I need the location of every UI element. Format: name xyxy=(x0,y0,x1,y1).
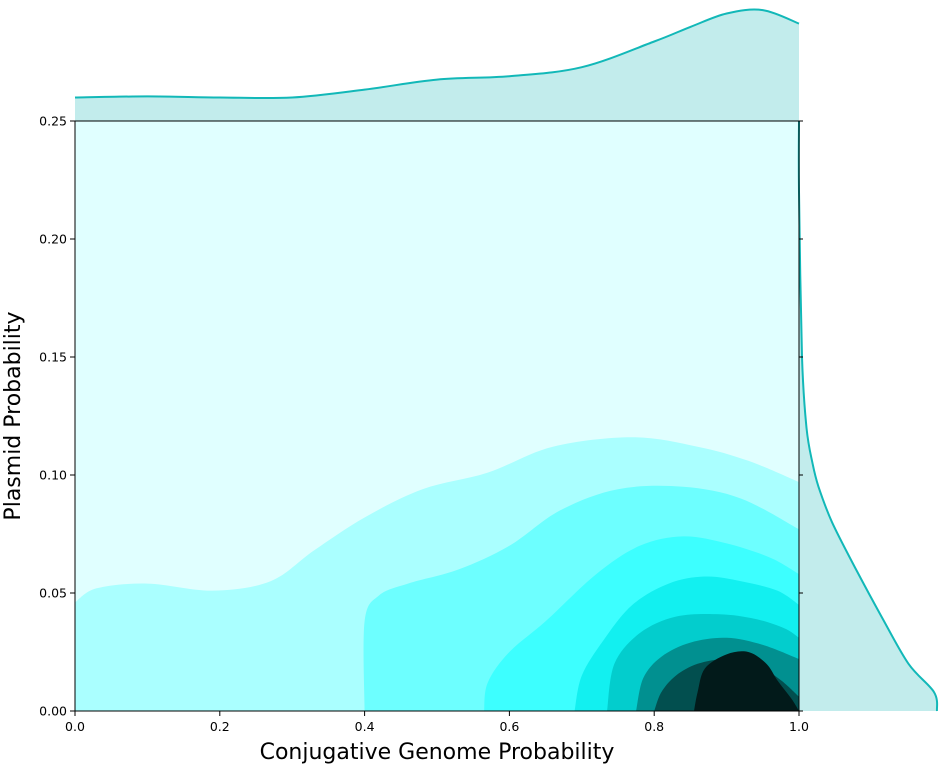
x-axis-label: Conjugative Genome Probability xyxy=(260,740,615,765)
x-tick-label: 0.6 xyxy=(499,719,519,734)
y-tick-label: 0.05 xyxy=(39,586,67,601)
x-tick-label: 0.0 xyxy=(65,719,85,734)
x-tick-label: 1.0 xyxy=(789,719,809,734)
y-tick-label: 0.00 xyxy=(39,704,67,719)
x-axis-ticks: 0.0 0.2 0.4 0.6 0.8 1.0 xyxy=(65,711,809,734)
x-tick-label: 0.8 xyxy=(644,719,664,734)
x-tick-label: 0.2 xyxy=(210,719,230,734)
contour-layer xyxy=(75,437,799,711)
marginal-y-curve xyxy=(797,120,939,712)
y-axis-ticks: 0.00 0.05 0.10 0.15 0.20 0.25 xyxy=(39,114,803,719)
marginal-x-curve xyxy=(74,8,800,100)
x-tick-label: 0.4 xyxy=(355,719,375,734)
contour-band xyxy=(694,651,799,711)
marginal-y-fill xyxy=(798,121,938,711)
y-axis-label: Plasmid Probability xyxy=(1,311,26,520)
y-tick-label: 0.25 xyxy=(39,114,67,129)
marginal-x-density xyxy=(74,8,800,121)
plot-frame xyxy=(74,120,800,712)
marginal-y-density xyxy=(797,120,939,712)
y-tick-label: 0.20 xyxy=(39,232,67,247)
marginal-x-fill xyxy=(75,9,799,121)
y-tick-label: 0.10 xyxy=(39,468,67,483)
y-tick-label: 0.15 xyxy=(39,350,67,365)
